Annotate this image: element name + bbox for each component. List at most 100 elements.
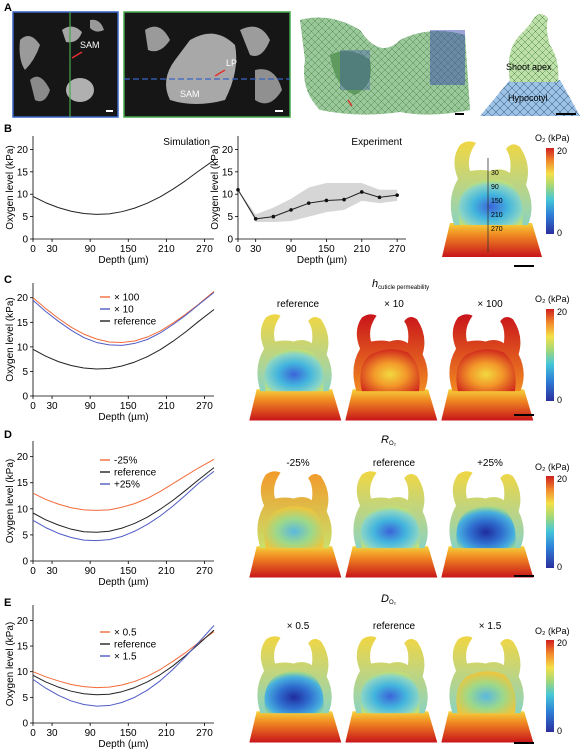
y-tick-label: 0 [22,557,28,568]
label-e-x15: × 1.5 [479,621,502,632]
heatmap-tissue [249,636,342,743]
heading-d: RO₂ [381,434,397,447]
depth-axis-overlay: 30 90 150 210 270 [487,158,503,252]
y-tick-label: 10 [17,190,29,201]
legend-label: × 0.5 [114,628,137,639]
heading-d-sub: O₂ [389,441,397,447]
series-line [32,309,215,370]
x-tick-label: 150 [120,566,137,577]
meristem-dome [458,179,523,225]
panel-label-a: A [4,2,12,14]
shoot-apex-mesh-image: Shoot apex Hypocotyl [480,14,580,116]
legend-label: -25% [114,456,137,467]
x-tick-label: 270 [196,728,213,739]
y-tick-label: 5 [22,530,28,541]
x-tick-label: 0 [235,244,241,255]
x-tick-label: 150 [120,244,137,255]
heading-e-sub: O₂ [389,600,397,606]
x-tick-label: 150 [318,244,335,255]
meristem-dome [456,506,516,549]
colorbar-d-max: 20 [557,474,567,484]
x-tick-label: 270 [389,244,406,255]
y-tick-label: 20 [17,145,29,156]
x-tick-label: 30 [250,244,262,255]
series-line [32,470,215,542]
heatmap-tissue [345,471,438,578]
panel-label-d: D [4,429,12,441]
heading-e-main: D [381,593,389,605]
data-point [271,214,276,219]
panel-label-e: E [4,597,11,609]
data-point [253,217,258,221]
label-c-reference: reference [277,299,320,310]
panel-label-c: C [4,274,12,286]
label-d-plus25: +25% [477,458,503,469]
x-tick-label: 90 [85,566,97,577]
microscopy-image-2: SAM LP [123,11,291,118]
x-tick-label: 90 [85,728,97,739]
y-tick-label: 0 [227,235,233,246]
legend-label: reference [114,468,157,479]
colorbar-d-min: 0 [557,562,562,572]
scale-bar-b [514,265,534,267]
data-point [342,197,346,202]
chart-simulation: 0 5 10 15 20 0 30 90 150 210 270 Depth (µm) Oxygen l… [5,136,215,266]
label-c-x10: × 10 [384,299,404,310]
hypocotyl-region [441,711,534,743]
scale-bar-d [514,575,534,577]
chart-experiment: 0 5 10 15 20 0 30 90 150 210 270 Depth (µm) Oxygen l… [210,136,406,266]
colorbar-b-max: 20 [557,146,567,156]
x-tick-label: 270 [196,244,213,255]
series-line [32,290,215,343]
x-tick-label: 30 [46,566,58,577]
y-tick-label: 20 [17,452,29,463]
heatmap-b-tissue [442,141,542,257]
label-d-minus25: -25% [286,458,309,469]
x-tick-label: 90 [285,244,297,255]
heatmap-tissue [441,314,534,421]
data-point [236,187,240,192]
heatmap-tissue [441,471,534,578]
x-axis-label: Depth (µm) [98,739,148,750]
hypocotyl-region [442,223,542,257]
legend-label: × 1.5 [114,652,137,663]
colorbar-b-title: O₂ (kPa) [535,133,570,143]
data-point [324,198,329,203]
meristem-dome [264,349,324,392]
series-line [32,467,215,533]
data-point [359,190,364,194]
depth-tick-30: 30 [491,170,499,177]
hypocotyl-region [345,711,438,743]
meristem-dome [360,506,420,549]
y-tick-label: 15 [17,642,29,653]
x-tick-label: 210 [158,244,175,255]
label-simulation: Simulation [163,137,210,148]
meristem-dome [360,671,420,714]
x-tick-label: 90 [85,244,97,255]
x-tick-label: 0 [30,401,36,412]
colorbar-c: O₂ (kPa) 20 0 [535,294,570,405]
data-point [289,208,293,212]
meristem-dome [264,671,324,714]
heatmap-tissue [249,471,342,578]
chart-oxygen-consumption: 0 5 10 15 20 0 30 90 150 210 270 Depth (µm) Oxygen l… [5,441,215,588]
y-tick-label: 0 [22,235,28,246]
x-tick-label: 30 [46,728,58,739]
series-line [32,159,215,215]
series-line [32,291,215,346]
y-tick-label: 10 [17,342,29,353]
legend-label: × 10 [114,305,134,316]
label-e-reference: reference [373,621,416,632]
series-line [237,189,398,220]
meristem-dome [456,671,516,714]
colorbar-c-title: O₂ (kPa) [535,294,570,304]
chart-oxygen-diffusion: 0 5 10 15 20 0 30 90 150 210 270 Depth (µm) Oxygen l… [5,605,215,750]
label-shoot-apex: Shoot apex [506,62,552,72]
y-tick-label: 5 [22,212,28,223]
label-sam-2: SAM [180,89,200,99]
y-tick-label: 15 [17,318,29,329]
heading-e: DO₂ [381,593,397,606]
hypocotyl-region [441,389,534,421]
y-axis-label: Oxygen level (kPa) [5,622,16,706]
